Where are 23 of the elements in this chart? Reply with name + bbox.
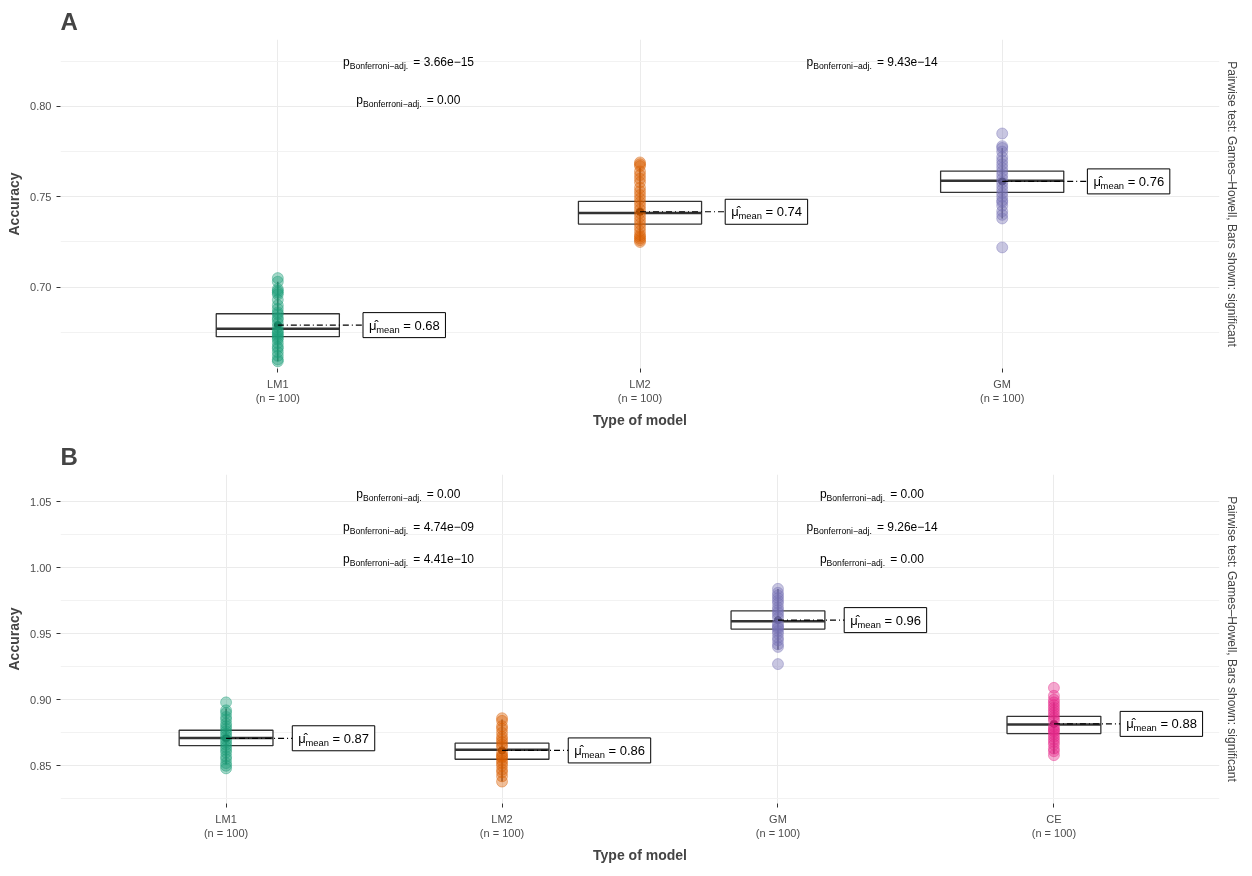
y-tick-label: 0.70 (30, 281, 52, 294)
y-tick-label: 0.80 (30, 100, 52, 113)
x-axis-title: Type of model (593, 411, 687, 428)
x-axis-title: Type of model (593, 846, 687, 863)
text: Pairwise test: Games–Howell, Bars shown: significant (1224, 496, 1239, 783)
y-tick-label: 1.05 (30, 495, 52, 508)
y-axis-title: Accuracy (6, 607, 23, 671)
chart-title: A (60, 7, 78, 35)
x-tick-label: LM1 (n = 100) (255, 377, 300, 404)
y-axis-title: Accuracy (6, 172, 23, 236)
x-tick-label: GM (n = 100) (755, 812, 801, 839)
y-tick-label: 1.00 (30, 561, 52, 574)
y-tick-label: 0.95 (30, 627, 52, 640)
x-tick-label: CE (n = 100) (1031, 812, 1077, 839)
x-tick-label: LM2 (n = 100) (479, 812, 525, 839)
x-tick-label: GM (n = 100) (980, 377, 1025, 404)
y-tick-label: 0.85 (30, 759, 52, 772)
y-tick-label: 0.75 (30, 190, 52, 203)
x-tick-label: LM1 (n = 100) (203, 812, 249, 839)
chart-title: B (60, 442, 78, 470)
y-tick-label: 0.90 (30, 693, 52, 706)
text: Pairwise test: Games–Howell, Bars shown: significant (1224, 61, 1239, 348)
x-tick-label: LM2 (n = 100) (617, 377, 663, 404)
